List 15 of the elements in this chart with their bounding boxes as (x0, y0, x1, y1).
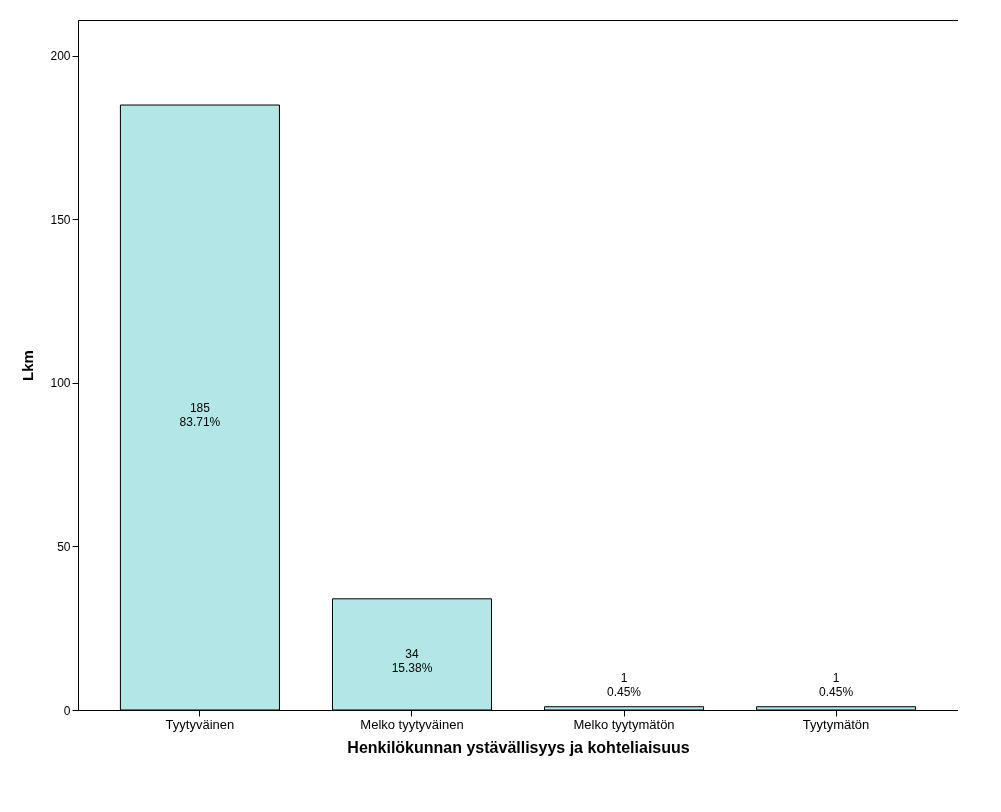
data-label: 185 83.71% (179, 400, 221, 429)
y-tick-label: 100 (50, 376, 71, 391)
y-tick-label: 150 (50, 212, 71, 227)
y-tick-label: 50 (57, 539, 71, 554)
data-label: 1 0.45% (819, 670, 854, 699)
y-axis-title: Lkm (19, 350, 37, 381)
data-label: 1 0.45% (607, 670, 642, 699)
x-axis-title: Henkilökunnan ystävällisyys ja kohteliaisuus (347, 738, 690, 756)
y-tick-label: 0 (63, 703, 71, 718)
y-tick-label: 200 (50, 49, 71, 64)
x-tick-label: Tyytymätön (802, 716, 870, 732)
x-tick-label: Tyytyväinen (165, 716, 235, 732)
x-tick-label: Melko tyytymätön (573, 716, 675, 732)
data-label: 34 15.38% (391, 647, 433, 676)
x-tick-label: Melko tyytyväinen (360, 716, 464, 732)
